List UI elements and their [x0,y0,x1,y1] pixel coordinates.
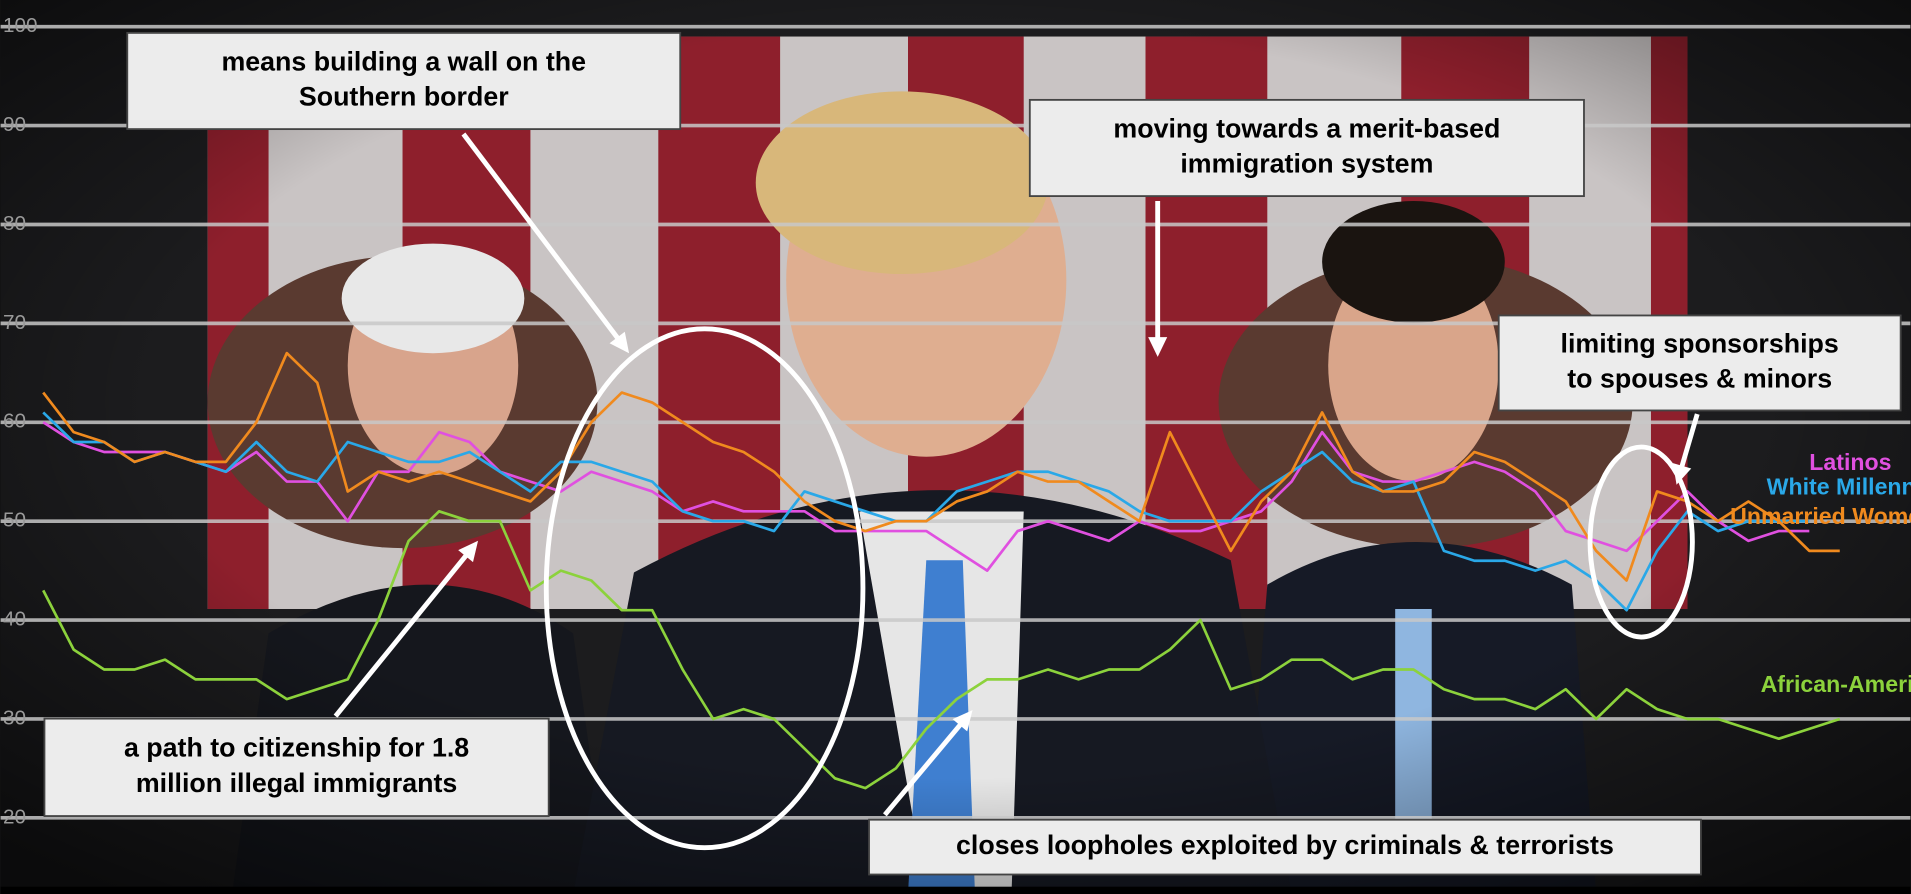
arrow-head [458,540,479,563]
annotation-box [43,717,550,817]
y-tick-label: 100 [3,14,38,37]
annotation-text: limiting sponsorships [1561,328,1839,358]
y-tick-label: 20 [3,805,26,828]
highlight-ellipse [1587,444,1695,640]
annotation-text: a path to citizenship for 1.8 [124,733,469,763]
annotation-text: means building a wall on the [221,46,586,76]
arrow-head [1148,337,1168,357]
annotation-box [126,31,682,131]
annotation-box [1028,98,1585,198]
annotation-text: immigration system [1180,149,1433,179]
annotation-arrow [882,714,970,817]
y-tick-label: 80 [3,212,26,235]
annotation-text: Southern border [299,82,509,112]
y-tick-label: 90 [3,113,26,136]
legend-label: Latinos [1809,449,1891,475]
annotation-text: million illegal immigrants [136,768,457,798]
series-line [42,509,1841,790]
annotation-text: closes loopholes exploited by criminals … [956,830,1614,860]
annotation-box [1497,314,1902,412]
series-line [42,421,1810,572]
legend-label: Unmarried Women [1730,503,1911,529]
y-tick-label: 40 [3,608,26,631]
annotations: means building a wall on the Southern bor… [43,31,1902,876]
y-tick-label: 60 [3,410,26,433]
arrow-head [609,331,630,354]
y-tick-label: 50 [3,509,26,532]
highlight-ellipse [543,326,866,851]
y-tick-label: 70 [3,311,26,334]
legend-label: White Millennials [1767,474,1911,500]
annotation-text: moving towards a merit-based [1113,113,1500,143]
series-line [42,351,1840,582]
arrow-head [952,710,973,732]
annotation-arrow [333,544,476,718]
annotation-text: to spouses & minors [1567,364,1832,394]
y-tick-label: 30 [3,706,26,729]
annotation-box [868,818,1702,876]
plot-lines [42,351,1841,790]
legend-label: African-American [1761,671,1911,697]
annotation-arrow [461,132,627,349]
